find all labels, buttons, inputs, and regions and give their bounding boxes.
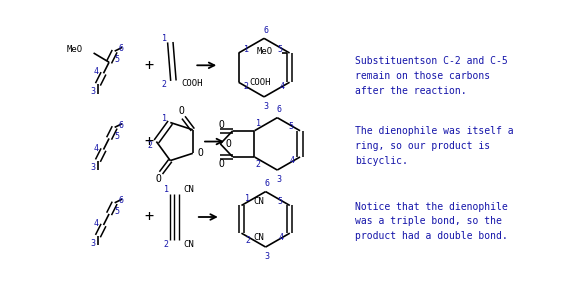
Text: 5: 5: [114, 56, 120, 64]
Text: 5: 5: [114, 132, 120, 141]
Text: 3: 3: [91, 163, 96, 172]
Text: 6: 6: [118, 121, 124, 130]
Text: 2: 2: [244, 82, 249, 91]
Text: 6: 6: [263, 26, 268, 35]
Text: 6: 6: [277, 106, 281, 114]
Text: 4: 4: [94, 219, 99, 228]
Text: 5: 5: [114, 207, 120, 216]
Text: 4: 4: [94, 143, 99, 153]
Text: MeO: MeO: [67, 45, 83, 54]
Text: 1: 1: [164, 185, 169, 194]
Text: 1: 1: [256, 118, 261, 128]
Text: Substituentson C-2 and C-5
remain on those carbons
after the reaction.: Substituentson C-2 and C-5 remain on tho…: [355, 56, 508, 96]
Text: 2: 2: [164, 240, 169, 249]
Text: 1: 1: [162, 34, 167, 43]
Text: 5: 5: [278, 45, 283, 54]
Text: 6: 6: [118, 196, 124, 205]
Text: 4: 4: [290, 156, 295, 165]
Text: 6: 6: [118, 44, 124, 53]
Text: CN: CN: [183, 240, 194, 249]
Text: 3: 3: [277, 175, 281, 184]
Text: 1: 1: [244, 45, 249, 54]
Text: +: +: [145, 210, 154, 225]
Text: 2: 2: [256, 160, 261, 169]
Text: 4: 4: [279, 82, 284, 91]
Text: O: O: [178, 106, 184, 116]
Text: O: O: [225, 139, 231, 149]
Text: Notice that the dienophile
was a triple bond, so the
product had a double bond.: Notice that the dienophile was a triple …: [355, 202, 508, 241]
Text: CN: CN: [183, 185, 194, 194]
Text: O: O: [219, 159, 225, 169]
Text: +: +: [145, 134, 154, 149]
Text: 5: 5: [288, 122, 293, 131]
Text: 2: 2: [162, 80, 167, 89]
Text: 4: 4: [279, 233, 283, 241]
Text: 4: 4: [94, 67, 99, 76]
Text: O: O: [219, 120, 225, 130]
Text: 3: 3: [91, 238, 96, 248]
Text: 3: 3: [91, 87, 96, 96]
Text: +: +: [145, 58, 154, 73]
Text: 1: 1: [245, 194, 250, 203]
Text: 2: 2: [245, 236, 250, 245]
Text: 3: 3: [263, 102, 268, 111]
Text: COOH: COOH: [250, 78, 271, 87]
Text: 1: 1: [162, 114, 167, 123]
Text: O: O: [198, 148, 204, 158]
Text: The dienophile was itself a
ring, so our product is
bicyclic.: The dienophile was itself a ring, so our…: [355, 126, 513, 166]
Text: 6: 6: [264, 179, 270, 188]
Text: 2: 2: [148, 141, 152, 150]
Text: 3: 3: [264, 252, 270, 261]
Text: 5: 5: [277, 197, 282, 206]
Text: CN: CN: [254, 233, 264, 241]
Text: COOH: COOH: [181, 78, 202, 88]
Text: MeO: MeO: [256, 47, 273, 56]
Text: CN: CN: [254, 197, 264, 206]
Text: O: O: [156, 174, 162, 184]
